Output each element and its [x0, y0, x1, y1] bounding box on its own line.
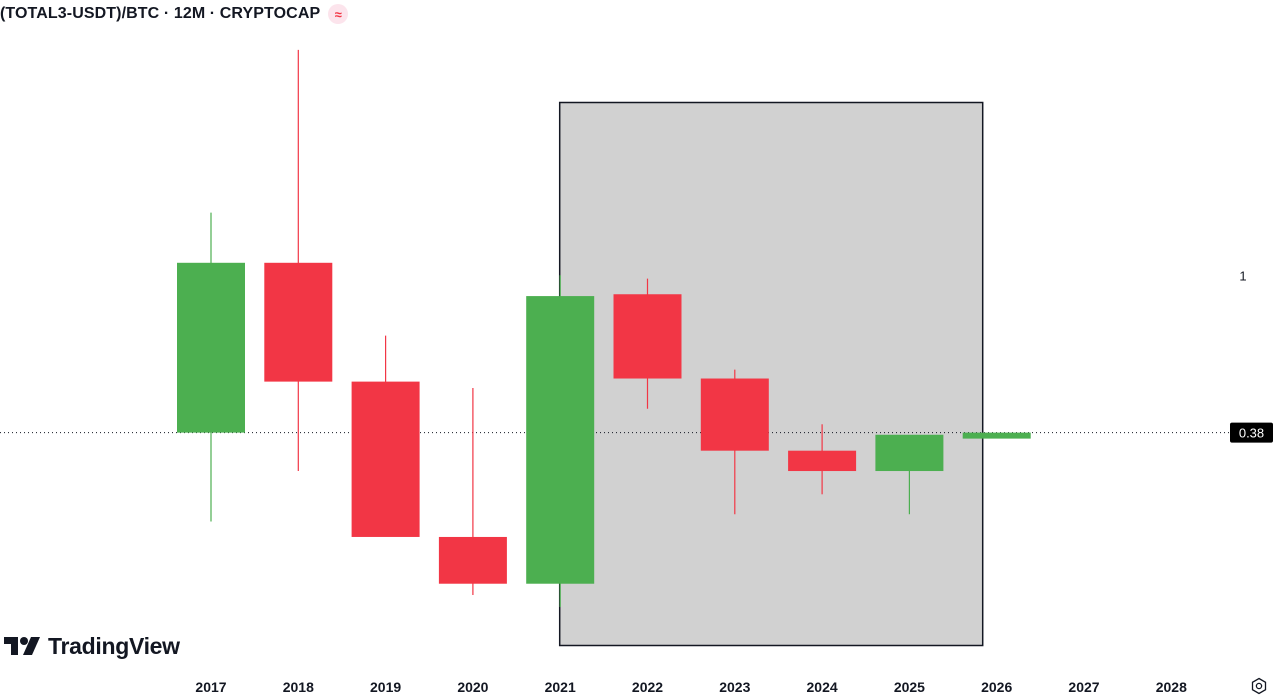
candle-2024 [788, 424, 857, 495]
candle-2018 [264, 49, 333, 472]
x-tick-label: 2028 [1156, 679, 1187, 695]
candle-body [788, 450, 857, 472]
symbol-title[interactable]: (TOTAL3-USDT)/BTC · 12M · CRYPTOCAP [0, 5, 321, 22]
tradingview-logo-icon [4, 637, 40, 655]
candle-body [962, 432, 1031, 439]
tradingview-logo[interactable]: TradingView [4, 632, 180, 660]
x-tick-label: 2018 [283, 679, 314, 695]
candle-body [613, 294, 682, 379]
candle-body [438, 536, 507, 584]
candles-layer [177, 49, 1031, 607]
candle-body [700, 378, 769, 451]
candle-2023 [700, 369, 769, 515]
chart-header: (TOTAL3-USDT)/BTC · 12M · CRYPTOCAP ≈ [0, 3, 349, 25]
x-tick-label: 2027 [1068, 679, 1099, 695]
candle-2022 [613, 278, 682, 409]
x-tick-label: 2017 [195, 679, 226, 695]
candle-2017 [177, 212, 245, 522]
candle-2020 [438, 387, 507, 595]
data-mode-badge[interactable]: ≈ [328, 4, 349, 24]
y-tick-label: 1 [1239, 268, 1246, 283]
x-tick-label: 2020 [457, 679, 488, 695]
candle-2019 [351, 335, 420, 537]
candle-body [177, 262, 245, 433]
x-tick-label: 2021 [545, 679, 576, 695]
last-price-label: 0.38 [1239, 426, 1264, 441]
axes-layer: 2017 2018 2019 2020 2021 2022 2023 2024 2025 2026… [195, 268, 1246, 695]
settings-icon[interactable] [1250, 677, 1268, 695]
candle-body [264, 262, 333, 382]
x-tick-label: 2022 [632, 679, 663, 695]
candle-body [526, 296, 595, 584]
x-tick-label: 2023 [719, 679, 750, 695]
last-price-label-bg [1230, 422, 1273, 443]
candle-2021 [526, 275, 595, 607]
x-tick-label: 2019 [370, 679, 401, 695]
candle-2025 [875, 434, 944, 515]
x-tick-label: 2024 [807, 679, 838, 695]
x-tick-label: 2025 [894, 679, 925, 695]
brand-name: TradingView [48, 632, 180, 659]
candle-body [875, 434, 944, 472]
candle-2026 [962, 432, 1031, 439]
candle-body [351, 381, 420, 537]
x-tick-label: 2026 [981, 679, 1012, 695]
